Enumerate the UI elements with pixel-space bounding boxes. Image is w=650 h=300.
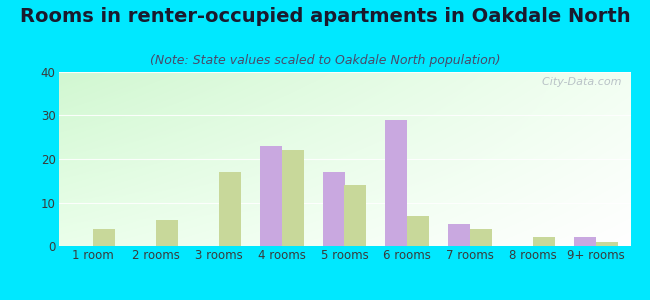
Text: (Note: State values scaled to Oakdale North population): (Note: State values scaled to Oakdale No… — [150, 54, 500, 67]
Bar — [408, 215, 430, 246]
Bar — [344, 185, 367, 246]
Text: City-Data.com: City-Data.com — [536, 77, 622, 87]
Bar — [322, 172, 344, 246]
Text: Rooms in renter-occupied apartments in Oakdale North: Rooms in renter-occupied apartments in O… — [20, 8, 630, 26]
Bar — [219, 172, 240, 246]
Bar — [596, 242, 618, 246]
Bar — [259, 146, 281, 246]
Bar — [470, 229, 492, 246]
Bar — [385, 120, 408, 246]
Bar — [574, 237, 596, 246]
Bar — [533, 237, 555, 246]
Bar — [156, 220, 178, 246]
Bar — [448, 224, 470, 246]
Bar — [93, 229, 115, 246]
Bar — [281, 150, 304, 246]
